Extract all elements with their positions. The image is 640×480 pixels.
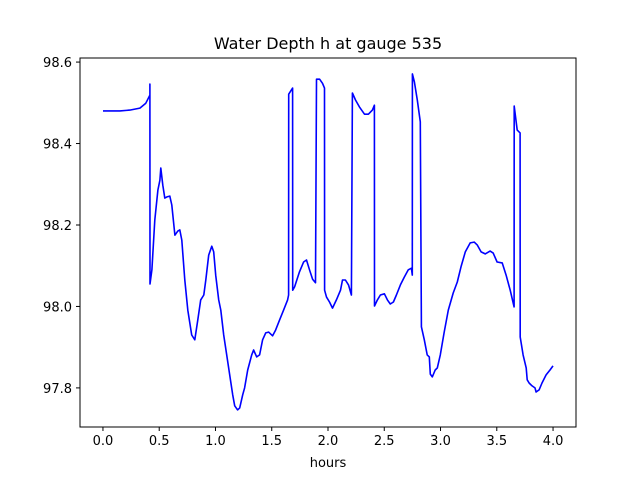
x-tick-label: 2.5: [374, 434, 395, 449]
x-tick-label: 3.5: [486, 434, 507, 449]
x-tick-label: 4.0: [543, 434, 564, 449]
x-tick-label: 0.0: [93, 434, 114, 449]
x-tick-label: 2.0: [318, 434, 339, 449]
plot-frame: [79, 57, 577, 428]
x-axis-label: hours: [310, 456, 347, 471]
series-line-h: [103, 73, 554, 411]
y-tick-label: 98.0: [43, 300, 72, 315]
chart-title: Water Depth h at gauge 535: [214, 34, 442, 53]
y-axis: 97.8 98.0 98.2 98.4 98.6: [43, 56, 80, 397]
y-tick-label: 98.6: [43, 56, 72, 71]
y-tick-label: 97.8: [43, 382, 72, 397]
x-tick-label: 0.5: [149, 434, 170, 449]
y-tick-label: 98.4: [43, 138, 72, 153]
x-tick-label: 3.0: [430, 434, 451, 449]
x-tick-label: 1.0: [205, 434, 226, 449]
y-tick-label: 98.2: [43, 219, 72, 234]
x-tick-label: 1.5: [261, 434, 282, 449]
x-axis: 0.0 0.5 1.0 1.5 2.0 2.5 3.0 3.5 4.0: [93, 427, 564, 449]
